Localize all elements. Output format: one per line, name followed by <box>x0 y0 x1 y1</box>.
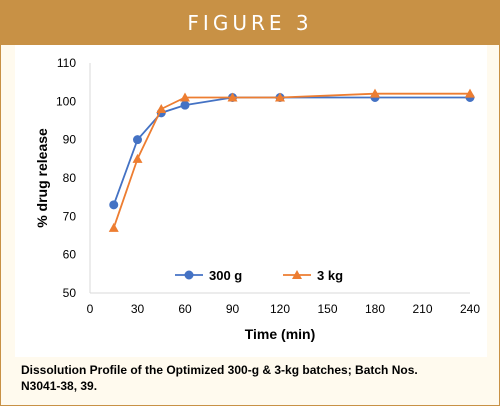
x-tick-label: 60 <box>178 302 192 316</box>
legend-marker <box>184 270 194 280</box>
series-line-300g <box>112 96 470 206</box>
legend-label: 300 g <box>209 268 242 283</box>
y-tick-label: 90 <box>63 133 77 147</box>
x-axis-title: Time (min) <box>245 326 316 342</box>
figure-caption: Dissolution Profile of the Optimized 300… <box>21 363 418 393</box>
x-tick-label: 150 <box>317 302 337 316</box>
chart-area: 50 60 70 80 90 100 110 0 30 60 90 120 150 180 210 240 Ti… <box>15 45 487 357</box>
data-point-3kg <box>465 88 475 98</box>
data-point-300g <box>180 100 190 110</box>
y-tick-label: 70 <box>63 209 77 223</box>
x-tick-label: 0 <box>87 302 94 316</box>
x-tick-label: 30 <box>131 302 145 316</box>
x-tick-label: 90 <box>226 302 240 316</box>
x-tick-label: 240 <box>460 302 480 316</box>
legend-item-300g: 300 g <box>175 268 242 283</box>
data-point-3kg <box>180 92 190 102</box>
series-line-3kg <box>112 92 470 229</box>
y-tick-label: 60 <box>63 248 77 262</box>
x-tick-label: 210 <box>412 302 432 316</box>
legend-item-3kg: 3 kg <box>283 268 343 283</box>
data-point-300g <box>133 135 142 145</box>
y-tick-label: 110 <box>57 56 76 70</box>
y-tick-label: 80 <box>63 171 77 185</box>
x-tick-label: 180 <box>365 302 385 316</box>
figure-header: FIGURE 3 <box>1 1 499 45</box>
data-point-3kg <box>227 92 238 102</box>
data-point-3kg <box>132 153 143 163</box>
legend-label: 3 kg <box>317 268 343 283</box>
data-point-3kg <box>108 222 119 232</box>
data-point-300g <box>109 200 119 210</box>
y-tick-label: 50 <box>63 286 77 300</box>
legend-marker <box>292 270 302 279</box>
data-point-3kg <box>156 104 167 113</box>
series-3kg <box>108 88 475 232</box>
x-tick-label: 120 <box>270 302 290 316</box>
data-point-3kg <box>275 92 285 102</box>
y-axis-title: % drug release <box>34 128 50 228</box>
y-tick-label: 100 <box>56 94 76 108</box>
data-point-3kg <box>370 88 380 98</box>
line-chart: 50 60 70 80 90 100 110 0 30 60 90 120 150 180 210 240 Ti… <box>34 56 480 342</box>
